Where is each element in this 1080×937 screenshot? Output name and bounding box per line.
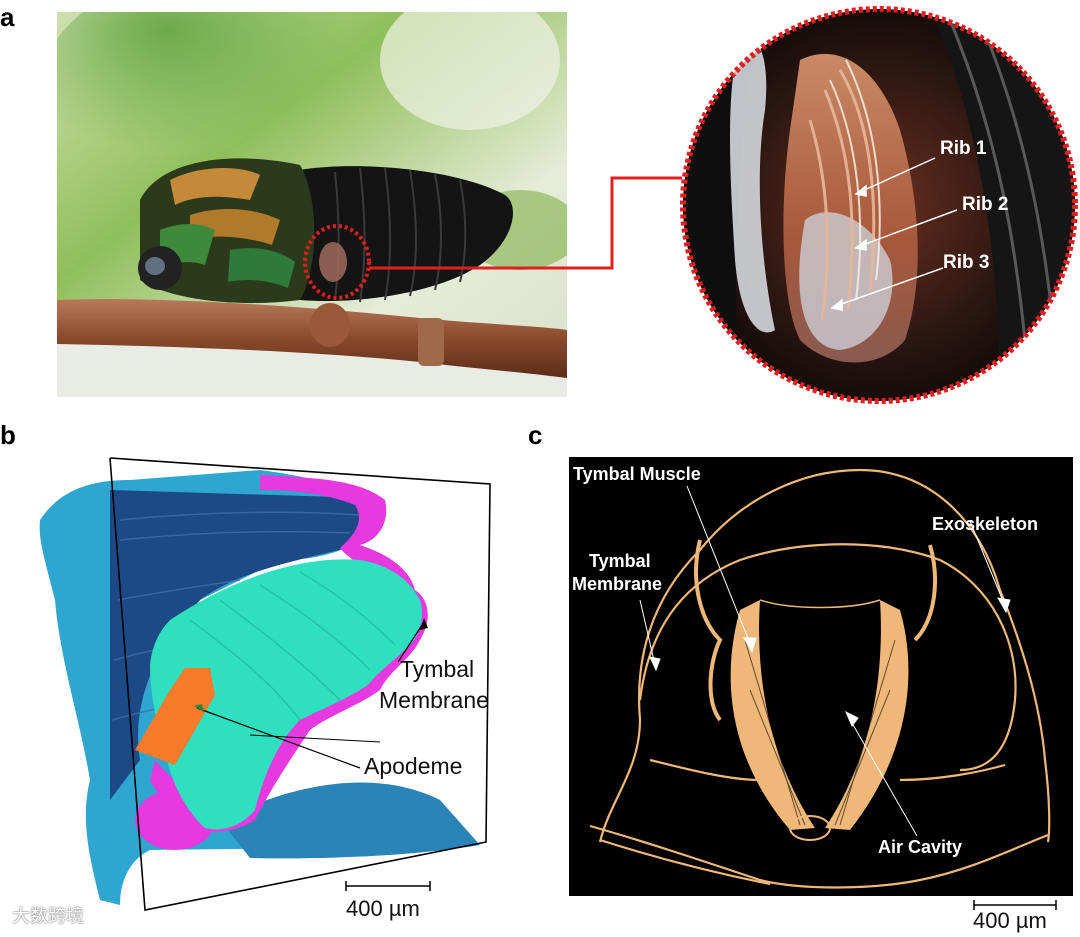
- exoskeleton-label: Exoskeleton: [932, 514, 1038, 534]
- render-bounding-box: [109, 457, 491, 911]
- rib-2-arrow: [859, 209, 958, 247]
- panel-a-letter: a: [0, 2, 15, 32]
- air-cavity-label: Air Cavity: [878, 837, 962, 857]
- tymbal-inset: Rib 1 Rib 2 Rib 3: [680, 6, 1078, 404]
- tymbal-label-b: Tymbal: [400, 656, 474, 682]
- membrane-label-b: Membrane: [379, 687, 489, 713]
- tymbal-highlight-ellipse: [303, 224, 371, 300]
- zoom-connector-line: [369, 176, 682, 270]
- tymbal-membrane-label-line1: Tymbal: [589, 551, 651, 571]
- scale-bar-c: [973, 900, 1057, 910]
- tymbal-muscle-label: Tymbal Muscle: [573, 464, 701, 484]
- rib-2-label: Rib 2: [962, 194, 1008, 215]
- panel-b-letter: b: [0, 420, 16, 450]
- tymbal-membrane-label-line2: Membrane: [572, 574, 662, 594]
- tymbal-3d-render: [39, 457, 491, 911]
- rib-1-arrow: [859, 157, 936, 193]
- scale-bar-b-label: 400 µm: [346, 896, 420, 921]
- scale-bar-c-label: 400 µm: [973, 908, 1047, 933]
- apodeme-shape: [135, 668, 215, 765]
- cicada-photo: [57, 12, 567, 397]
- watermark: 大数跨境: [12, 906, 84, 927]
- panel-c-letter: c: [528, 420, 543, 450]
- scale-bar-b: [345, 881, 431, 891]
- rib-3-arrow: [835, 267, 944, 307]
- rib-3-label: Rib 3: [943, 252, 989, 273]
- inset-dotted-border: [680, 6, 1078, 404]
- apodeme-label: Apodeme: [364, 753, 462, 779]
- ct-cross-section: [569, 457, 1073, 896]
- rib-1-label: Rib 1: [940, 138, 987, 159]
